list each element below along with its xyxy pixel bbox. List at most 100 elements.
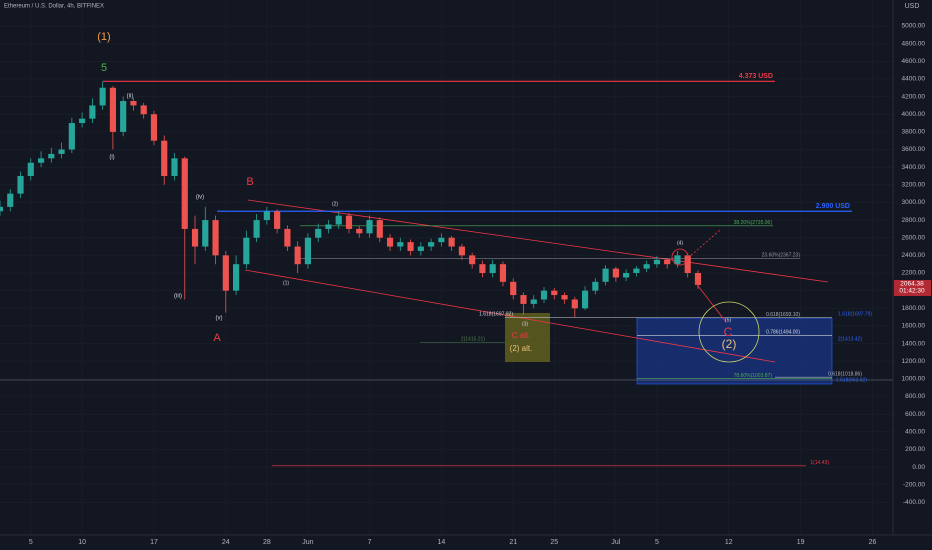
price-axis [893, 0, 932, 550]
level-label: 0.786(1494.00) [766, 330, 800, 336]
candle-body [458, 246, 465, 256]
y-tick-label: 2400.00 [902, 252, 926, 259]
candle-body [479, 264, 486, 274]
candle-body [407, 242, 414, 251]
y-tick-label: 3600.00 [902, 146, 926, 153]
wave-label: (iv) [196, 195, 204, 201]
y-tick-label: 1800.00 [902, 305, 926, 312]
candle-body [643, 264, 650, 269]
wave-label: (3) [522, 321, 528, 327]
wave-label: (ii) [127, 94, 134, 100]
level-label: 78.60%(1003.87) [734, 373, 773, 379]
candle-body [130, 101, 137, 106]
countdown-label: 01:42:30 [899, 288, 925, 295]
candle-body [253, 220, 260, 238]
target-zone [636, 317, 833, 385]
wave-label: (v) [216, 316, 223, 322]
axes: -400.00 -200.00 0.00 200.00 400.00 600.00 800.… [29, 23, 931, 546]
y-tick-label: 200.00 [905, 446, 925, 453]
candle-body [120, 101, 127, 132]
x-tick-label: Jul [611, 539, 620, 546]
candle-body [99, 87, 106, 106]
level-label: 2(1415.21) [461, 337, 486, 343]
wave-label: (i) [109, 155, 114, 161]
level-label: 0.618(1018.86) [828, 372, 862, 378]
candle-body [356, 228, 363, 234]
candle-body [79, 118, 86, 124]
candle-body [540, 290, 548, 300]
wave-label: (iii) [174, 294, 182, 300]
y-tick-label: 1400.00 [902, 340, 926, 347]
candle-body [171, 158, 178, 176]
annotations: (1) 5 (i) (ii) (iii) (iv) (v) A B (1) (2) (3) (4) (5)… [97, 31, 736, 353]
candle-body [428, 242, 435, 247]
level-label: 4.373 USD [739, 73, 773, 80]
candle-body [612, 268, 619, 278]
x-tick-label: 5 [655, 539, 659, 546]
y-tick-label: -200.00 [903, 481, 925, 488]
wave-label: (5) [725, 317, 731, 323]
candle-body [284, 228, 291, 247]
wave-label: (2) [722, 337, 737, 351]
candle-body [581, 290, 589, 309]
y-tick-label: 3400.00 [902, 164, 926, 171]
level-label: 1(14.43) [810, 460, 829, 466]
candle-body [376, 220, 383, 238]
x-tick-label: 14 [437, 539, 445, 546]
candle-body [17, 175, 24, 194]
candle-body [489, 264, 496, 274]
y-tick-label: 4200.00 [902, 93, 926, 100]
channel-upper [247, 199, 829, 283]
x-tick-label: 17 [150, 539, 158, 546]
x-tick-label: Jun [302, 539, 313, 546]
candle-body [89, 105, 96, 119]
y-tick-label: 1200.00 [902, 358, 926, 365]
candle-body [233, 264, 240, 291]
x-tick-label: 10 [78, 539, 86, 546]
marker-circle [671, 248, 689, 266]
candle-body [274, 211, 281, 229]
candle-body [294, 246, 301, 265]
candle-body [530, 299, 537, 304]
candle-body [161, 140, 168, 176]
wave-label: (1) [97, 31, 110, 43]
candle-body [37, 158, 45, 163]
candle-body [551, 290, 558, 296]
x-tick-label: 21 [509, 539, 517, 546]
candle-body [499, 264, 507, 282]
candle-body [386, 237, 394, 247]
candle-body [694, 273, 702, 285]
candle-body [150, 114, 158, 141]
x-tick-label: 12 [725, 539, 733, 546]
candle-body [222, 255, 229, 291]
channel-lower [244, 269, 776, 363]
wave-label: (2) alt. [510, 344, 533, 353]
y-tick-label: -400.00 [903, 499, 925, 506]
level-label: 2.618(953.92) [836, 377, 867, 383]
y-tick-label: 2600.00 [902, 234, 926, 241]
candle-body [633, 268, 640, 274]
y-tick-label: 3000.00 [902, 199, 926, 206]
level-label: 1.618(1697.79) [838, 312, 872, 318]
wave-label: 5 [101, 62, 107, 74]
candle-body [623, 273, 630, 278]
candle-body [602, 268, 609, 282]
wave-label: (2) [332, 201, 338, 207]
y-tick-label: 2800.00 [902, 217, 926, 224]
candle-body [68, 123, 75, 150]
price-tag [894, 279, 931, 296]
chart-title: Ethereum / U.S. Dollar, 4h, BITFINEX [4, 4, 104, 10]
candle-body [571, 299, 578, 309]
y-tick-label: 800.00 [905, 393, 925, 400]
level-label: 38.20%(2735.06) [734, 220, 773, 226]
candle-body [48, 153, 55, 159]
candle-body [58, 149, 65, 154]
candle-body [592, 281, 599, 291]
candle-body [520, 295, 527, 304]
y-tick-label: 400.00 [905, 429, 925, 436]
x-tick-label: 25 [550, 539, 558, 546]
candle-body [181, 158, 188, 229]
wave-label: (4) [677, 240, 683, 246]
